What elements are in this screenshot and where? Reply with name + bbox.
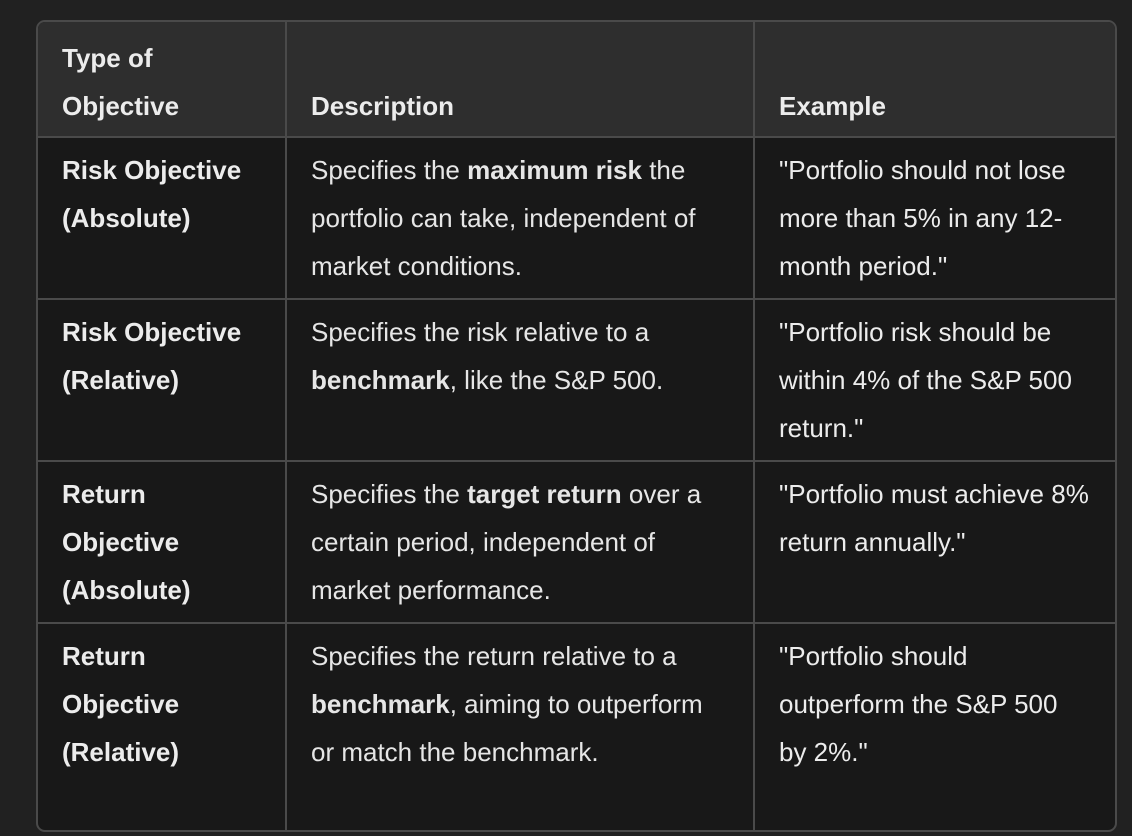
description-highlight: target return <box>467 479 622 509</box>
cell-description: Specifies the maximum risk the portfolio… <box>285 136 755 300</box>
table-row: Return Objective (Relative) Specifies th… <box>38 622 1115 830</box>
description-text: Specifies the risk relative to a <box>311 317 650 347</box>
description-text: , like the S&P 500. <box>449 365 664 395</box>
description-text: Specifies the <box>311 155 468 185</box>
cell-type: Return Objective (Relative) <box>38 622 287 830</box>
cell-type: Risk Objective (Absolute) <box>38 136 287 300</box>
cell-type: Return Objective (Absolute) <box>38 460 287 624</box>
objectives-table: Type of Objective Description Example Ri… <box>36 20 1117 832</box>
objectives-table-grid: Type of Objective Description Example Ri… <box>38 22 1115 830</box>
description-text: over a certain period, independent of ma… <box>311 479 702 605</box>
description-text: Specifies the return relative to a <box>311 641 677 671</box>
cell-description: Specifies the return relative to a bench… <box>285 622 755 830</box>
cell-example: "Portfolio should not lose more than 5% … <box>753 136 1115 300</box>
cell-example: "Portfolio must achieve 8% return annual… <box>753 460 1115 624</box>
description-text: Specifies the <box>311 479 468 509</box>
table-row: Return Objective (Absolute) Specifies th… <box>38 460 1115 624</box>
description-text: , aiming to outperform or match the benc… <box>311 689 703 767</box>
cell-example: "Portfolio should outperform the S&P 500… <box>753 622 1115 830</box>
description-highlight: maximum risk <box>467 155 642 185</box>
header-type: Type of Objective <box>38 22 287 138</box>
description-highlight: benchmark <box>311 689 450 719</box>
header-example: Example <box>753 22 1115 138</box>
cell-description: Specifies the target return over a certa… <box>285 460 755 624</box>
cell-example: "Portfolio risk should be within 4% of t… <box>753 298 1115 462</box>
cell-description: Specifies the risk relative to a benchma… <box>285 298 755 462</box>
table-header-row: Type of Objective Description Example <box>38 22 1115 138</box>
table-row: Risk Objective (Relative) Specifies the … <box>38 298 1115 462</box>
description-highlight: benchmark <box>311 365 450 395</box>
cell-type: Risk Objective (Relative) <box>38 298 287 462</box>
description-text: the portfolio can take, independent of m… <box>311 155 696 281</box>
header-description: Description <box>285 22 755 138</box>
table-row: Risk Objective (Absolute) Specifies the … <box>38 136 1115 300</box>
